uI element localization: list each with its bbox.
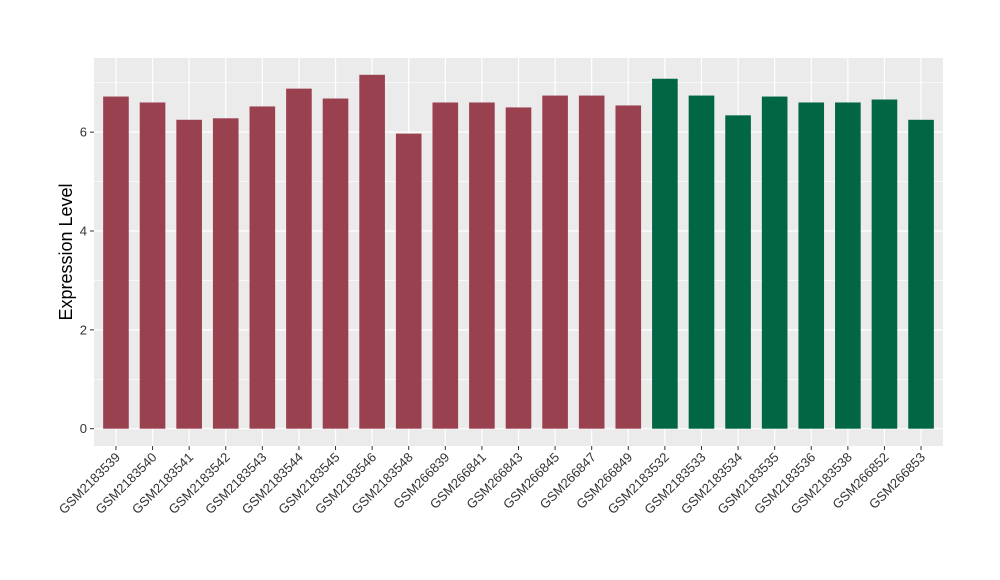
bar-GSM2183532	[652, 78, 678, 429]
bar-GSM266853	[908, 119, 934, 429]
bar-GSM266845	[542, 95, 568, 429]
bar-GSM2183538	[835, 102, 861, 429]
bar-GSM2183548	[395, 133, 422, 429]
bar-GSM2183543	[249, 106, 276, 429]
bar-GSM2183546	[359, 74, 385, 429]
y-axis-title: Expression Level	[56, 183, 76, 320]
bars	[103, 74, 934, 429]
y-axis: 0 2 4 6	[80, 125, 94, 436]
bar-GSM2183536	[798, 102, 825, 429]
y-tick-label: 6	[80, 125, 87, 140]
bar-GSM2183533	[688, 95, 715, 429]
x-axis: GSM2183539GSM2183540GSM2183541GSM2183542…	[56, 446, 928, 517]
bar-GSM2183539	[103, 96, 129, 429]
y-tick-label: 2	[80, 322, 87, 337]
bar-GSM2183544	[286, 88, 312, 429]
bar-GSM266839	[432, 102, 459, 429]
bar-GSM266849	[615, 105, 642, 429]
bar-GSM2183535	[761, 96, 788, 429]
y-tick-label: 0	[80, 421, 87, 436]
y-tick-label: 4	[80, 223, 87, 238]
bar-GSM266843	[505, 107, 532, 429]
bar-GSM266841	[469, 102, 495, 429]
bar-GSM266847	[578, 95, 605, 429]
bar-GSM266852	[871, 99, 898, 429]
bar-GSM2183545	[322, 98, 349, 429]
bar-GSM2183541	[176, 119, 202, 429]
bar-GSM2183534	[725, 115, 751, 429]
bar-GSM2183542	[212, 118, 239, 429]
bar-GSM2183540	[139, 102, 166, 429]
